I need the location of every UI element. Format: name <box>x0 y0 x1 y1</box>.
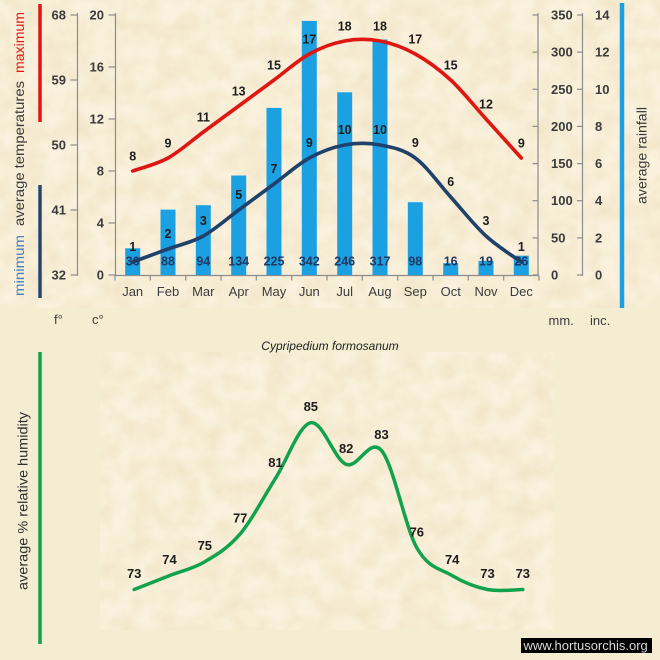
svg-text:Jun: Jun <box>299 284 320 299</box>
svg-text:10: 10 <box>373 123 387 137</box>
svg-text:6: 6 <box>447 175 454 189</box>
svg-text:0: 0 <box>551 268 558 283</box>
svg-text:Jan: Jan <box>122 284 143 299</box>
svg-text:mm.: mm. <box>549 313 574 328</box>
svg-text:73: 73 <box>127 566 141 581</box>
svg-text:50: 50 <box>551 230 565 245</box>
svg-text:www.hortusorchis.org: www.hortusorchis.org <box>523 638 648 653</box>
svg-text:9: 9 <box>306 136 313 150</box>
svg-text:10: 10 <box>595 82 609 97</box>
svg-text:2: 2 <box>595 230 602 245</box>
svg-text:5: 5 <box>235 188 242 202</box>
svg-text:12: 12 <box>90 112 104 127</box>
svg-text:83: 83 <box>374 427 388 442</box>
svg-text:4: 4 <box>97 216 105 231</box>
svg-text:17: 17 <box>408 33 422 47</box>
svg-text:15: 15 <box>267 59 281 73</box>
svg-text:225: 225 <box>264 255 285 269</box>
svg-text:200: 200 <box>551 119 573 134</box>
svg-text:74: 74 <box>445 552 460 567</box>
svg-text:18: 18 <box>338 20 352 34</box>
svg-text:f°: f° <box>54 312 63 327</box>
svg-text:Mar: Mar <box>192 284 215 299</box>
svg-text:300: 300 <box>551 45 573 60</box>
svg-text:77: 77 <box>233 510 247 525</box>
svg-text:9: 9 <box>412 136 419 150</box>
svg-text:350: 350 <box>551 8 573 23</box>
svg-text:73: 73 <box>480 566 494 581</box>
svg-text:74: 74 <box>162 552 177 567</box>
svg-text:0: 0 <box>595 268 602 283</box>
svg-text:Sep: Sep <box>404 284 427 299</box>
svg-text:c°: c° <box>92 312 104 327</box>
svg-text:36: 36 <box>126 255 140 269</box>
svg-text:Aug: Aug <box>368 284 391 299</box>
svg-text:13: 13 <box>232 85 246 99</box>
svg-text:59: 59 <box>52 73 66 88</box>
svg-text:Jul: Jul <box>336 284 353 299</box>
svg-text:11: 11 <box>197 111 210 125</box>
svg-text:Feb: Feb <box>157 284 179 299</box>
svg-text:Nov: Nov <box>474 284 498 299</box>
svg-text:Dec: Dec <box>510 284 534 299</box>
svg-text:150: 150 <box>551 156 573 171</box>
svg-text:10: 10 <box>338 123 352 137</box>
svg-text:250: 250 <box>551 82 573 97</box>
svg-text:Apr: Apr <box>229 284 250 299</box>
svg-text:2: 2 <box>165 227 172 241</box>
svg-text:12: 12 <box>479 98 493 112</box>
svg-text:8: 8 <box>129 150 136 164</box>
svg-text:88: 88 <box>161 255 175 269</box>
svg-text:Oct: Oct <box>441 284 462 299</box>
svg-text:73: 73 <box>516 566 530 581</box>
svg-text:9: 9 <box>518 137 525 151</box>
svg-text:14: 14 <box>595 8 610 23</box>
svg-text:16: 16 <box>444 255 458 269</box>
svg-text:May: May <box>262 284 287 299</box>
svg-text:16: 16 <box>90 60 104 75</box>
svg-text:18: 18 <box>373 20 387 34</box>
svg-text:19: 19 <box>479 255 493 269</box>
svg-text:94: 94 <box>196 255 210 269</box>
svg-text:maximum: maximum <box>11 12 27 73</box>
svg-text:75: 75 <box>198 538 212 553</box>
svg-text:81: 81 <box>268 455 282 470</box>
svg-text:85: 85 <box>304 399 318 414</box>
svg-text:68: 68 <box>52 8 66 23</box>
svg-text:9: 9 <box>165 137 172 151</box>
svg-text:4: 4 <box>595 193 603 208</box>
svg-text:8: 8 <box>595 119 602 134</box>
svg-text:6: 6 <box>595 156 602 171</box>
svg-text:15: 15 <box>444 59 458 73</box>
svg-text:0: 0 <box>97 268 104 283</box>
svg-text:41: 41 <box>52 203 66 218</box>
svg-text:100: 100 <box>551 193 573 208</box>
svg-text:minimum: minimum <box>11 235 27 296</box>
svg-text:3: 3 <box>200 214 207 228</box>
svg-text:3: 3 <box>483 214 490 228</box>
svg-text:98: 98 <box>408 255 422 269</box>
svg-text:246: 246 <box>334 255 355 269</box>
svg-text:1: 1 <box>518 240 525 254</box>
svg-text:32: 32 <box>52 268 66 283</box>
svg-text:50: 50 <box>52 138 66 153</box>
svg-text:82: 82 <box>339 441 353 456</box>
svg-text:76: 76 <box>410 524 424 539</box>
svg-text:26: 26 <box>514 255 528 269</box>
svg-text:inc.: inc. <box>590 313 610 328</box>
svg-text:average % relative humidity: average % relative humidity <box>15 412 31 590</box>
svg-text:1: 1 <box>129 240 136 254</box>
svg-text:20: 20 <box>90 8 104 23</box>
svg-text:7: 7 <box>271 162 278 176</box>
svg-text:average rainfall: average rainfall <box>635 107 650 204</box>
svg-text:Cypripedium formosanum: Cypripedium formosanum <box>261 339 398 353</box>
svg-text:134: 134 <box>228 255 249 269</box>
svg-text:12: 12 <box>595 45 609 60</box>
svg-text:8: 8 <box>97 164 104 179</box>
svg-text:342: 342 <box>299 255 320 269</box>
svg-text:317: 317 <box>370 255 391 269</box>
svg-text:average temperatures: average temperatures <box>11 81 27 226</box>
svg-text:17: 17 <box>302 33 316 47</box>
